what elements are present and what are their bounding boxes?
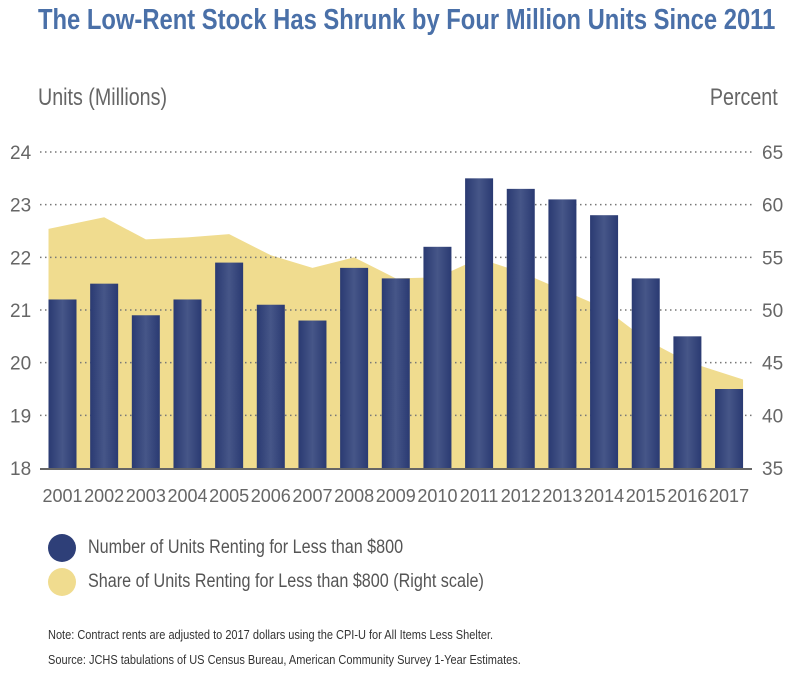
bar-2017: [715, 389, 744, 468]
x-tick: 2004: [167, 486, 207, 506]
bar-2008: [340, 267, 369, 468]
bar-2007: [298, 320, 327, 468]
bar-2012: [506, 188, 535, 468]
legend-item-units: Number of Units Renting for Less than $8…: [48, 534, 459, 562]
legend-item-share: Share of Units Renting for Less than $80…: [48, 568, 554, 596]
bar-2003: [131, 315, 160, 468]
bar-2004: [173, 299, 202, 468]
bar-2013: [548, 199, 577, 468]
x-tick: 2006: [251, 486, 291, 506]
chart-source: Source: JCHS tabulations of US Census Bu…: [48, 653, 521, 667]
x-tick: 2010: [417, 486, 457, 506]
y-tick-left: 20: [10, 354, 31, 375]
x-tick: 2003: [126, 486, 166, 506]
bar-2006: [256, 304, 285, 468]
x-tick: 2013: [542, 486, 582, 506]
x-tick: 2008: [334, 486, 374, 506]
legend-swatch-share: [48, 568, 76, 596]
y-tick-right: 65: [762, 143, 783, 164]
y-tick-right: 50: [762, 301, 783, 322]
bar-2005: [215, 262, 244, 468]
y-tick-right: 35: [762, 459, 783, 480]
chart-title: The Low-Rent Stock Has Shrunk by Four Mi…: [38, 4, 776, 36]
bar-2014: [590, 215, 619, 468]
y-tick-left: 19: [10, 406, 31, 427]
y-tick-left: 22: [10, 248, 31, 269]
x-tick: 2002: [84, 486, 124, 506]
x-tick: 2014: [584, 486, 624, 506]
bar-2010: [423, 246, 452, 468]
y-tick-right: 60: [762, 196, 783, 217]
x-tick: 2017: [709, 486, 749, 506]
y-tick-left: 24: [10, 143, 32, 164]
x-tick: 2007: [292, 486, 332, 506]
y-tick-left: 18: [10, 459, 31, 480]
x-tick: 2005: [209, 486, 249, 506]
bar-2002: [90, 283, 119, 468]
x-tick: 2009: [376, 486, 416, 506]
y-tick-right: 40: [762, 406, 783, 427]
y-axis-right-label: Percent: [710, 84, 778, 111]
y-tick-left: 23: [10, 196, 31, 217]
y-tick-left: 21: [10, 301, 31, 322]
y-axis-left-label: Units (Millions): [38, 84, 168, 111]
legend-label-units: Number of Units Renting for Less than $8…: [88, 537, 404, 558]
legend-label-share: Share of Units Renting for Less than $80…: [88, 571, 484, 592]
bar-2016: [673, 336, 702, 468]
legend-swatch-units: [48, 534, 76, 562]
chart-note: Note: Contract rents are adjusted to 201…: [48, 628, 494, 642]
x-tick: 2015: [626, 486, 666, 506]
bar-2015: [631, 278, 660, 468]
bar-2001: [48, 299, 77, 468]
x-tick: 2012: [501, 486, 541, 506]
x-tick: 2011: [460, 486, 499, 506]
bar-2011: [465, 178, 494, 469]
y-tick-right: 55: [762, 248, 783, 269]
bar-2009: [381, 278, 410, 468]
x-tick: 2001: [42, 486, 82, 506]
x-tick: 2016: [667, 486, 707, 506]
y-tick-right: 45: [762, 354, 783, 375]
